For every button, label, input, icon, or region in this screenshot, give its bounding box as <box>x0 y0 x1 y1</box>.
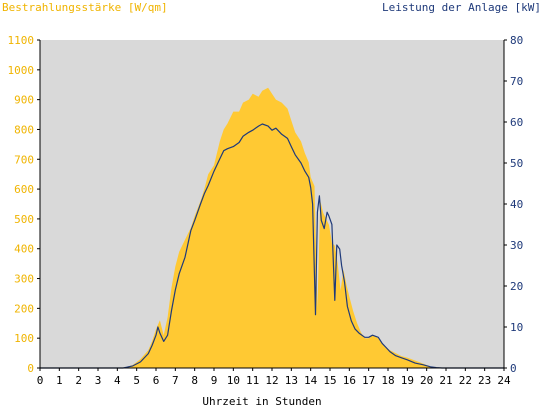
y-right-tick-label: 80 <box>510 34 523 47</box>
y-right-tick-label: 70 <box>510 75 523 88</box>
x-tick-label: 0 <box>37 374 44 387</box>
y-axis-right-ticks: 0 10 20 30 40 50 60 70 80 <box>504 34 523 375</box>
y-left-tick-label: 100 <box>14 332 34 345</box>
x-tick-label: 15 <box>323 374 336 387</box>
x-tick-label: 8 <box>191 374 198 387</box>
x-tick-label: 23 <box>478 374 491 387</box>
x-tick-label: 6 <box>153 374 160 387</box>
x-tick-label: 9 <box>211 374 218 387</box>
x-tick-label: 11 <box>246 374 259 387</box>
y-left-tick-label: 600 <box>14 183 34 196</box>
y-right-tick-label: 20 <box>510 280 523 293</box>
x-tick-label: 10 <box>227 374 240 387</box>
x-tick-label: 22 <box>459 374 472 387</box>
power-line <box>40 123 504 369</box>
y-left-tick-label: 500 <box>14 213 34 226</box>
y-left-tick-label: 700 <box>14 153 34 166</box>
x-tick-label: 13 <box>285 374 298 387</box>
y-axis-left-label: Bestrahlungsstärke [W/qm] <box>2 1 168 14</box>
y-left-tick-label: 1100 <box>8 34 35 47</box>
y-axis-right-label: Leistung der Anlage [kW] <box>382 1 541 14</box>
x-tick-label: 3 <box>95 374 102 387</box>
x-tick-label: 1 <box>56 374 63 387</box>
x-tick-label: 2 <box>75 374 82 387</box>
x-tick-label: 21 <box>439 374 452 387</box>
x-tick-label: 5 <box>133 374 140 387</box>
x-tick-label: 24 <box>497 374 511 387</box>
x-tick-label: 16 <box>343 374 356 387</box>
y-left-tick-label: 900 <box>14 94 34 107</box>
y-right-tick-label: 40 <box>510 198 523 211</box>
y-right-tick-label: 10 <box>510 321 523 334</box>
y-left-tick-label: 800 <box>14 123 34 136</box>
y-right-tick-label: 0 <box>510 362 517 375</box>
x-tick-label: 18 <box>381 374 394 387</box>
y-left-tick-label: 400 <box>14 243 34 256</box>
y-left-tick-label: 300 <box>14 273 34 286</box>
x-tick-label: 20 <box>420 374 433 387</box>
y-axis-left-ticks: 0 100 200 300 400 500 600 700 800 900 1000 1100 <box>8 34 40 375</box>
x-tick-label: 17 <box>362 374 375 387</box>
x-axis-ticks: 0 1 2 3 4 5 6 7 8 9 10 11 12 13 14 15 16 17 18 19 20 21 22 23 24 <box>37 368 511 387</box>
y-right-tick-label: 50 <box>510 157 523 170</box>
y-right-tick-label: 60 <box>510 116 523 129</box>
y-left-tick-label: 200 <box>14 302 34 315</box>
y-left-tick-label: 1000 <box>8 64 35 77</box>
x-tick-label: 12 <box>265 374 278 387</box>
x-axis-label: Uhrzeit in Stunden <box>202 395 321 408</box>
irradiance-area <box>40 87 504 368</box>
x-tick-label: 19 <box>401 374 414 387</box>
x-tick-label: 4 <box>114 374 121 387</box>
y-right-tick-label: 30 <box>510 239 523 252</box>
x-tick-label: 7 <box>172 374 179 387</box>
x-tick-label: 14 <box>304 374 318 387</box>
y-left-tick-label: 0 <box>27 362 34 375</box>
